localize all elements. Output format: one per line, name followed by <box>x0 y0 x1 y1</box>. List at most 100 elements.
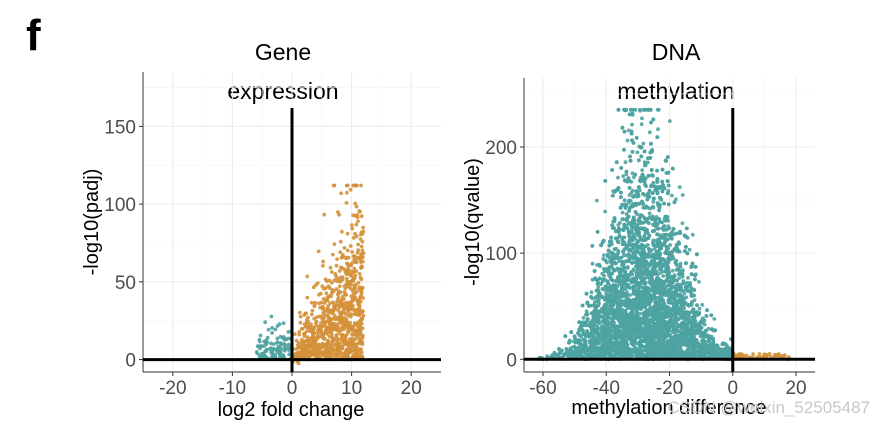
point <box>297 330 302 334</box>
point <box>637 188 642 193</box>
chart-title-line-2: methylation <box>617 78 735 104</box>
point <box>345 340 349 345</box>
point <box>598 264 602 269</box>
point <box>656 127 660 132</box>
point <box>320 324 325 328</box>
point <box>346 271 351 276</box>
point <box>320 317 325 321</box>
scatter-points <box>537 107 791 362</box>
point <box>353 183 358 188</box>
point <box>349 273 354 278</box>
x-tick-label: -10 <box>219 378 246 399</box>
point <box>273 327 278 332</box>
point <box>344 320 349 325</box>
point <box>620 210 625 215</box>
point <box>359 183 363 188</box>
point <box>334 274 338 278</box>
point <box>354 269 359 274</box>
chart-title-line-1: Gene <box>255 39 311 65</box>
point <box>345 183 350 188</box>
point <box>336 324 340 329</box>
point <box>354 290 359 294</box>
point <box>339 191 344 196</box>
point <box>360 239 365 244</box>
point <box>349 345 353 350</box>
point <box>338 311 343 316</box>
point <box>351 236 356 240</box>
point <box>275 336 280 341</box>
point <box>359 244 364 249</box>
x-tick-label: 10 <box>341 378 362 399</box>
point <box>339 337 344 342</box>
point <box>351 254 356 259</box>
point <box>354 350 359 354</box>
point <box>341 317 345 322</box>
point <box>640 116 644 121</box>
point <box>624 212 629 216</box>
point <box>324 346 329 350</box>
scatter-points <box>254 183 366 366</box>
point <box>323 320 327 325</box>
point <box>651 204 655 209</box>
point <box>359 230 364 235</box>
point <box>359 277 364 282</box>
point <box>296 361 301 366</box>
point <box>328 310 332 315</box>
point <box>647 211 652 216</box>
point <box>584 309 589 314</box>
point <box>642 163 647 168</box>
point <box>258 346 262 351</box>
point <box>272 347 276 351</box>
point <box>338 321 343 325</box>
point <box>346 255 351 260</box>
point <box>321 334 326 339</box>
point <box>641 141 646 146</box>
chart-title-line-2: expression <box>227 78 338 104</box>
point <box>325 342 329 346</box>
point <box>670 236 674 241</box>
point <box>344 281 349 286</box>
point <box>345 262 350 266</box>
point <box>626 128 631 133</box>
point <box>318 305 323 310</box>
point <box>602 253 606 258</box>
point <box>624 172 629 177</box>
point <box>336 309 341 313</box>
point <box>354 353 359 358</box>
point <box>325 298 330 303</box>
point <box>339 353 344 357</box>
point <box>596 285 601 289</box>
point <box>640 168 645 173</box>
series-up <box>290 183 366 366</box>
point <box>280 336 285 340</box>
point <box>315 336 320 341</box>
point <box>286 342 291 347</box>
point <box>332 305 337 310</box>
point <box>678 261 683 266</box>
point <box>677 185 682 190</box>
point <box>357 338 362 342</box>
point <box>357 209 362 214</box>
point <box>332 348 337 352</box>
point <box>303 324 308 329</box>
point <box>338 250 343 255</box>
point <box>341 255 346 259</box>
point <box>348 320 352 325</box>
point <box>332 351 337 355</box>
point <box>317 301 321 306</box>
point <box>318 291 323 296</box>
point <box>359 321 364 326</box>
point <box>358 299 363 304</box>
point <box>618 298 623 302</box>
point <box>348 286 353 291</box>
point <box>357 350 362 355</box>
point <box>314 323 318 328</box>
point <box>271 352 276 357</box>
point <box>356 248 361 253</box>
point <box>697 306 702 311</box>
point <box>337 343 342 348</box>
point <box>353 321 357 326</box>
point <box>303 331 307 336</box>
point <box>342 246 347 250</box>
point <box>315 281 320 285</box>
